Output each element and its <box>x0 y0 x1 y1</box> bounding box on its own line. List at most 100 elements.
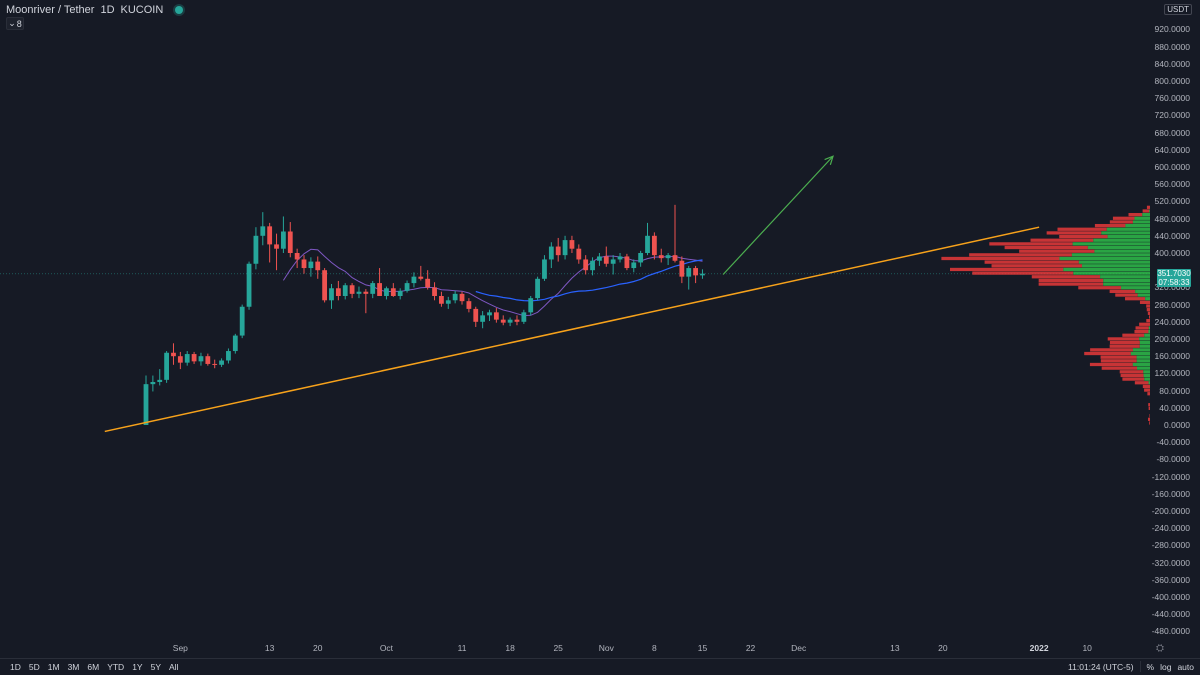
time-tick-label: Sep <box>173 643 188 653</box>
volume-profile-sell-bar <box>1143 385 1150 388</box>
candle-up <box>281 232 286 249</box>
candle-up <box>240 307 245 336</box>
time-tick-label: 2022 <box>1030 643 1049 653</box>
time-tick-label: Oct <box>380 643 393 653</box>
candle-up <box>631 262 636 268</box>
candle-up <box>329 288 334 300</box>
candle-down <box>473 309 478 322</box>
candle-up <box>549 247 554 260</box>
price-tick-label: -40.0000 <box>1156 437 1190 447</box>
candle-down <box>418 277 423 279</box>
range-button-1d[interactable]: 1D <box>6 662 25 672</box>
volume-profile-sell-bar <box>1122 334 1144 337</box>
volume-profile-sell-bar <box>1095 224 1126 227</box>
candle-up <box>563 240 568 255</box>
candle-down <box>288 232 293 254</box>
volume-profile-sell-bar <box>1101 356 1137 359</box>
candle-up <box>185 354 190 363</box>
volume-profile-buy-bar <box>1094 250 1150 253</box>
volume-profile-sell-bar <box>1115 293 1137 296</box>
volume-profile-buy-bar <box>1073 242 1150 245</box>
volume-profile-sell-bar <box>1110 345 1140 348</box>
range-button-1y[interactable]: 1Y <box>128 662 146 672</box>
time-tick-label: 20 <box>938 643 947 653</box>
candle-down <box>295 253 300 259</box>
candle-down <box>377 283 382 296</box>
price-tick-label: 400.0000 <box>1155 248 1190 258</box>
log-scale-button[interactable]: log <box>1160 662 1171 672</box>
volume-profile-buy-bar <box>1142 213 1150 216</box>
auto-scale-button[interactable]: auto <box>1177 662 1194 672</box>
candle-up <box>343 285 348 296</box>
volume-profile-sell-bar <box>1058 228 1107 231</box>
time-tick-label: 13 <box>265 643 274 653</box>
range-button-5y[interactable]: 5Y <box>147 662 165 672</box>
support-trendline <box>105 227 1039 431</box>
candle-up <box>521 312 526 321</box>
volume-profile-sell-bar <box>1090 348 1133 351</box>
volume-profile-sell-bar <box>941 257 1059 260</box>
candle-up <box>487 312 492 315</box>
candle-up <box>686 268 691 277</box>
moving-average-slow <box>476 260 703 301</box>
volume-profile-buy-bar <box>1082 264 1150 267</box>
volume-profile-sell-bar <box>1140 301 1150 304</box>
range-button-5d[interactable]: 5D <box>25 662 44 672</box>
volume-profile-buy-bar <box>1134 217 1150 220</box>
price-tick-label: -480.0000 <box>1152 626 1190 636</box>
volume-profile-sell-bar <box>1110 341 1140 344</box>
time-tick-label: 10 <box>1082 643 1091 653</box>
candle-up <box>260 226 265 235</box>
price-tick-label: 600.0000 <box>1155 162 1190 172</box>
last-price-value: 351.7030 <box>1157 269 1191 278</box>
volume-profile-buy-bar <box>1100 275 1150 278</box>
candle-down <box>466 301 471 309</box>
candle-up <box>638 253 643 262</box>
volume-profile-sell-bar <box>1102 367 1137 370</box>
price-tick-label: 0.0000 <box>1164 420 1190 430</box>
clock[interactable]: 11:01:24 (UTC-5) <box>1068 662 1134 672</box>
price-tick-label: -400.0000 <box>1152 592 1190 602</box>
price-tick-label: 680.0000 <box>1155 128 1190 138</box>
candle-down <box>604 256 609 263</box>
time-tick-label: Nov <box>599 643 614 653</box>
price-tick-label: -120.0000 <box>1152 472 1190 482</box>
percent-scale-button[interactable]: % <box>1147 662 1155 672</box>
candle-up <box>542 259 547 278</box>
candle-up <box>597 256 602 260</box>
volume-profile-sell-bar <box>1078 286 1121 289</box>
range-button-ytd[interactable]: YTD <box>103 662 128 672</box>
price-tick-label: -240.0000 <box>1152 523 1190 533</box>
chart-canvas[interactable] <box>0 0 1150 640</box>
volume-profile-sell-bar <box>1129 213 1143 216</box>
time-tick-label: 18 <box>505 643 514 653</box>
volume-profile-buy-bar <box>1133 220 1150 223</box>
volume-profile-buy-bar <box>1140 341 1150 344</box>
price-tick-label: 160.0000 <box>1155 351 1190 361</box>
range-button-1m[interactable]: 1M <box>44 662 64 672</box>
candle-down <box>693 268 698 275</box>
range-button-6m[interactable]: 6M <box>83 662 103 672</box>
candle-down <box>652 236 657 255</box>
candle-down <box>673 255 678 261</box>
volume-profile-buy-bar <box>1079 261 1150 264</box>
volume-profile-sell-bar <box>1121 374 1144 377</box>
currency-badge[interactable]: USDT <box>1164 4 1192 15</box>
volume-profile-buy-bar <box>1131 352 1150 355</box>
price-tick-label: 520.0000 <box>1155 196 1190 206</box>
range-button-all[interactable]: All <box>165 662 182 672</box>
candle-down <box>439 296 444 304</box>
volume-profile-sell-bar <box>1143 209 1150 212</box>
settings-gear-icon[interactable]: ⛭ <box>1156 643 1164 654</box>
range-button-3m[interactable]: 3M <box>64 662 84 672</box>
volume-profile-sell-bar <box>1059 235 1107 238</box>
candle-up <box>446 300 451 303</box>
volume-profile-sell-bar <box>1032 275 1100 278</box>
volume-profile-buy-bar <box>1073 271 1150 274</box>
candle-down <box>302 259 307 268</box>
candle-up <box>412 277 417 283</box>
